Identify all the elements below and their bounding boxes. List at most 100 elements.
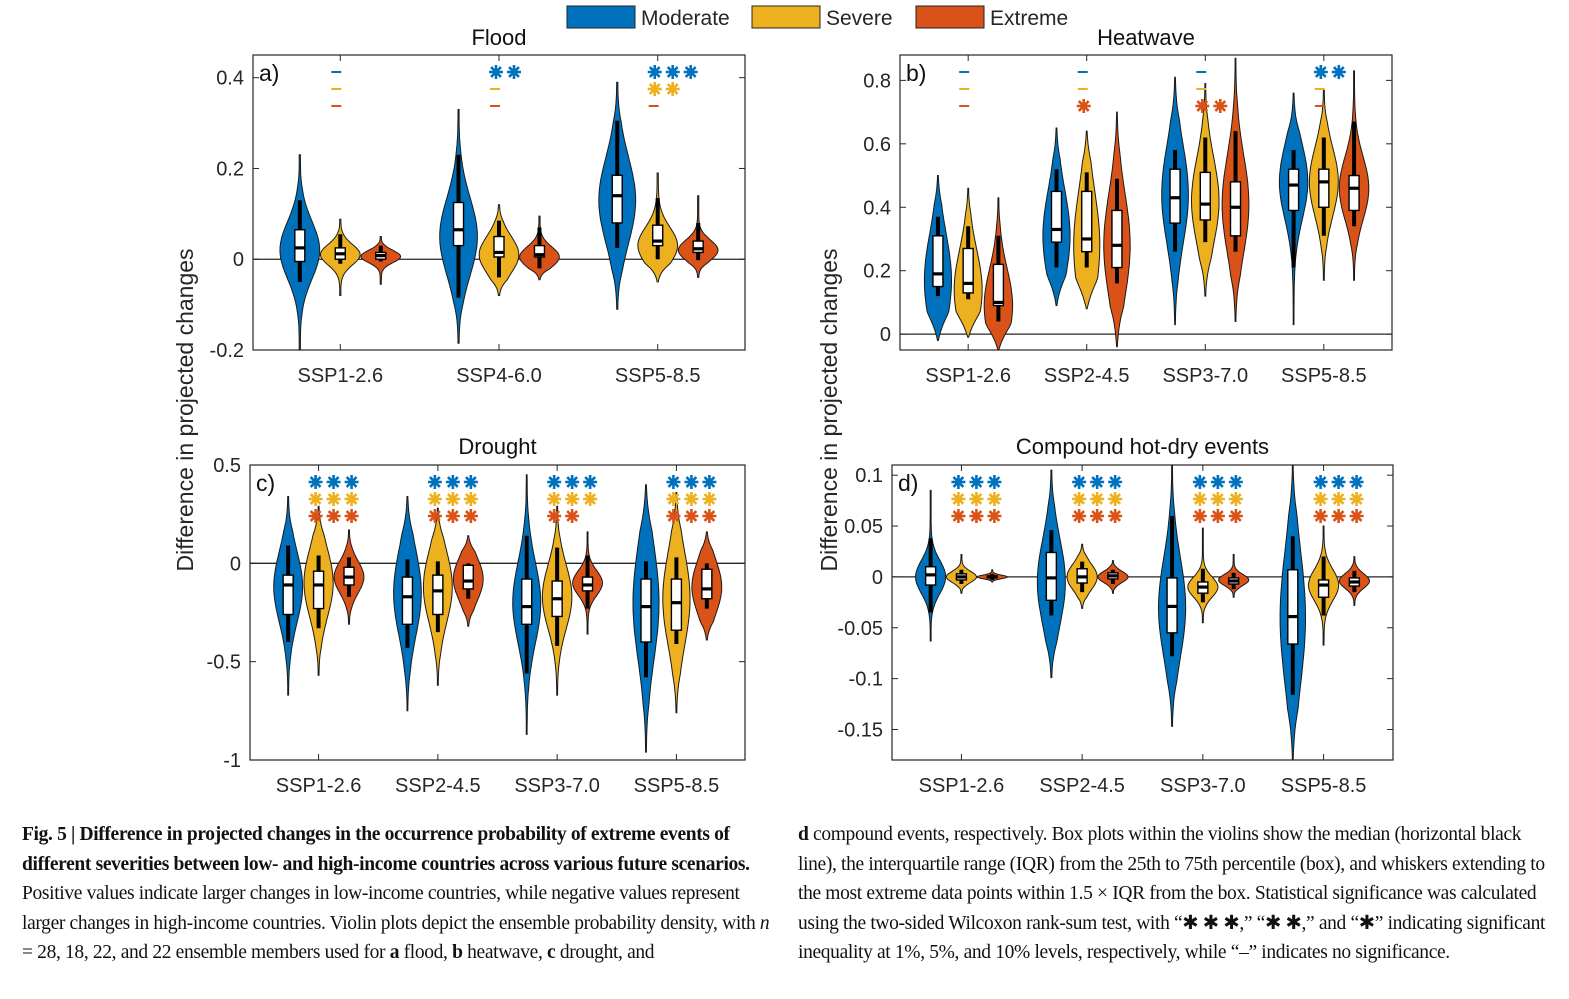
figure: Moderate Severe Extreme Difference in proj…: [172, 5, 1394, 797]
iqr-box: [1111, 209, 1123, 269]
significance-star-extreme: [445, 509, 460, 523]
significance-star-extreme: [308, 509, 323, 523]
significance-star-severe: [665, 82, 680, 96]
figure-caption-right: d compound events, respectively. Box plo…: [798, 820, 1558, 968]
iqr-box: [640, 578, 652, 643]
panel-compound-hot-dry-events: Compound hot-dry events -0.15 -0.1 -0.05 0 0.…: [837, 434, 1394, 797]
significance-star-moderate: [326, 475, 341, 489]
iqr-box: [1317, 579, 1330, 598]
x-tick-label: SSP1-2.6: [276, 775, 362, 797]
x-tick-label: SSP5-8.5: [615, 365, 701, 387]
significance-star-severe: [1072, 492, 1087, 506]
x-tick-label: SSP1-2.6: [925, 365, 1011, 387]
panel-heatwave: Heatwave 0 0.2 0.4 0.6 0.8 SSP1-2.6 SSP2-4.5 SSP…: [863, 25, 1393, 387]
legend-swatch-moderate: [566, 5, 636, 29]
significance-star-extreme: [666, 509, 681, 523]
legend: Moderate Severe Extreme: [566, 5, 1068, 30]
caption-panel-ref: b: [452, 942, 463, 963]
legend-label-extreme: Extreme: [990, 7, 1068, 30]
panel-title: Compound hot-dry events: [1016, 434, 1269, 459]
significance-star-extreme: [951, 509, 966, 523]
significance-star-extreme: [969, 509, 984, 523]
significance-star-severe: [463, 492, 478, 506]
significance-star-moderate: [1349, 475, 1364, 489]
panel-letter: b): [906, 60, 926, 86]
panel-flood: Flood -0.2 0 0.2 0.4 SSP1-2.6 SSP4-6.0 SSP5-8.5…: [210, 25, 746, 387]
y-axis-label: Difference in projected changes: [172, 248, 198, 571]
significance-star-extreme: [1090, 509, 1105, 523]
significance-star-severe: [1313, 492, 1328, 506]
significance-star-severe: [1210, 492, 1225, 506]
iqr-box: [432, 574, 444, 616]
significance-star-moderate: [666, 475, 681, 489]
panel-letter: c): [256, 470, 275, 496]
significance-star-severe: [1090, 492, 1105, 506]
significance-star-moderate: [969, 475, 984, 489]
significance-star-extreme: [1331, 509, 1346, 523]
significance-star-moderate: [647, 65, 662, 79]
iqr-box: [312, 570, 325, 610]
iqr-box: [462, 564, 474, 590]
significance-star-extreme: [547, 509, 562, 523]
iqr-box: [1199, 171, 1211, 221]
iqr-box: [294, 229, 306, 263]
y-tick-label: 0: [880, 324, 891, 346]
significance-star-moderate: [463, 475, 478, 489]
significance-star-severe: [702, 492, 717, 506]
y-tick-label: -1: [223, 750, 241, 772]
iqr-box: [992, 263, 1005, 307]
significance-star-extreme: [344, 509, 359, 523]
significance-star-extreme: [1349, 509, 1364, 523]
significance-star-moderate: [489, 65, 503, 79]
caption-panel-ref: a: [389, 942, 400, 963]
significance-star-moderate: [445, 475, 460, 489]
significance-star-extreme: [684, 509, 699, 523]
y-tick-label: 0: [872, 567, 883, 589]
x-tick-label: SSP2-4.5: [1044, 365, 1130, 387]
significance-star-extreme: [1192, 509, 1207, 523]
panel-title: Heatwave: [1097, 25, 1195, 50]
x-tick-label: SSP3-7.0: [514, 775, 600, 797]
significance-star-moderate: [1108, 475, 1123, 489]
significance-star-severe: [1108, 492, 1123, 506]
iqr-box: [701, 568, 713, 600]
y-tick-label: 0.4: [863, 197, 891, 219]
x-tick-label: SSP3-7.0: [1160, 775, 1246, 797]
significance-star-moderate: [344, 475, 359, 489]
significance-star-severe: [565, 492, 580, 506]
axes-box: [891, 464, 1394, 761]
iqr-box: [452, 201, 465, 247]
significance-star-severe: [1349, 492, 1364, 506]
significance-star-moderate: [665, 65, 680, 79]
y-tick-label: 0.1: [855, 465, 883, 487]
iqr-box: [611, 174, 623, 224]
significance-star-moderate: [1090, 475, 1105, 489]
y-tick-label: 0.8: [863, 70, 891, 92]
iqr-box: [521, 578, 533, 625]
y-tick-label: -0.1: [849, 669, 883, 691]
significance-star-extreme: [1213, 99, 1228, 113]
significance-star-moderate: [1228, 475, 1243, 489]
significance-star-moderate: [1331, 475, 1346, 489]
significance-star-extreme: [326, 509, 341, 523]
iqr-box: [1081, 190, 1093, 253]
y-axis-label-right: Difference in projected changes: [816, 248, 842, 571]
significance-star-moderate: [565, 475, 580, 489]
legend-label-severe: Severe: [826, 7, 893, 30]
y-tick-label: -0.15: [837, 719, 883, 741]
y-tick-label: 0.2: [216, 158, 244, 180]
significance-star-severe: [547, 492, 562, 506]
significance-star-extreme: [1195, 99, 1210, 113]
significance-star-extreme: [987, 509, 1002, 523]
y-tick-label: 0.05: [844, 516, 883, 538]
significance-star-severe: [427, 492, 442, 506]
y-tick-label: -0.2: [210, 340, 244, 362]
iqr-box: [493, 235, 505, 258]
significance-star-moderate: [308, 475, 323, 489]
significance-star-moderate: [1313, 65, 1328, 79]
y-tick-label: 0.4: [216, 68, 244, 90]
iqr-box: [932, 235, 944, 288]
caption-panel-ref: d: [798, 824, 809, 845]
caption-text: compound events, respectively. Box plots…: [798, 824, 1546, 963]
significance-star-moderate: [1210, 475, 1225, 489]
